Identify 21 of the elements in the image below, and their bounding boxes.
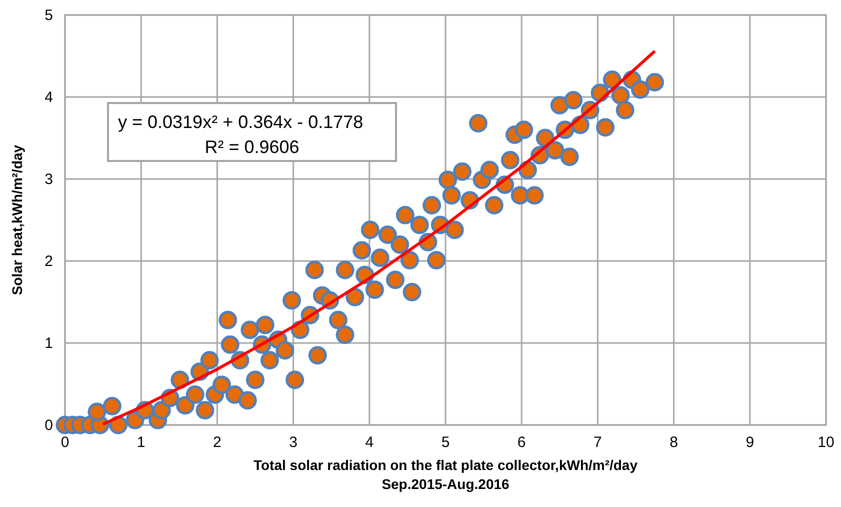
y-tick-label: 3 (44, 171, 53, 188)
x-tick-label: 5 (441, 434, 450, 451)
x-tick-label: 0 (60, 434, 70, 451)
y-tick-label: 2 (44, 253, 53, 270)
x-tick-label: 4 (365, 434, 374, 451)
x-axis-title: Total solar radiation on the flat plate collector,kWh/m²/day (253, 457, 638, 473)
y-tick-label: 0 (44, 417, 53, 434)
x-tick-label: 7 (594, 434, 602, 451)
text: Sep.2015-Aug.2016 (382, 476, 510, 492)
x-tick-label: 8 (670, 434, 678, 451)
x-tick-label: 2 (213, 434, 222, 451)
y-tick-label: 1 (44, 335, 53, 352)
x-tick-label: 3 (289, 434, 298, 451)
x-tick-label: 9 (746, 434, 754, 451)
y-tick-label: 5 (44, 7, 53, 24)
x-tick-label: 1 (136, 434, 146, 451)
y-axis-title: Solar heat,kWh/m²/day (9, 144, 25, 296)
y-tick-label: 4 (44, 89, 53, 106)
x-tick-label: 6 (517, 434, 526, 451)
x-tick-label: 10 (818, 434, 834, 451)
annotation: y = 0.0319x² + 0.364x - 0.1778 R² = 0.9606 (118, 112, 364, 157)
